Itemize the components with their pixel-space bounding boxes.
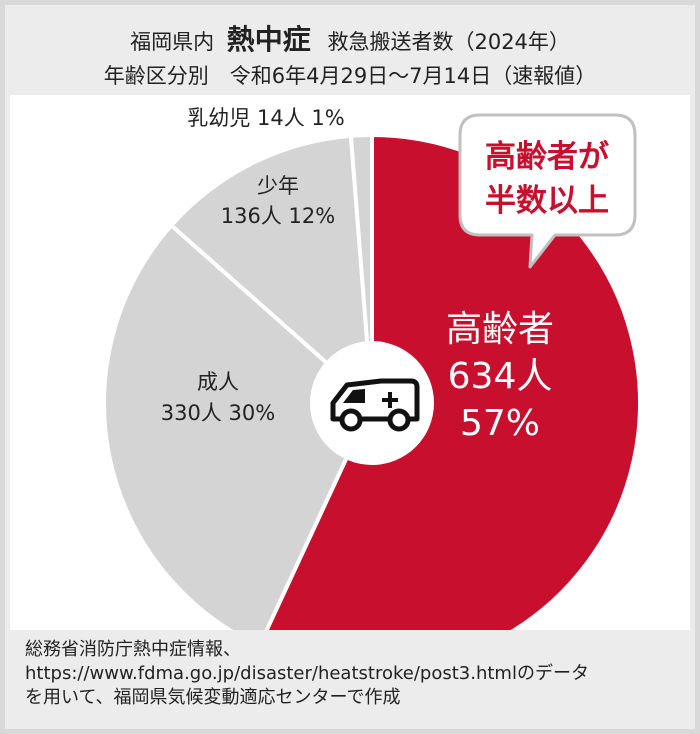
source-note: 総務省消防庁熱中症情報、 https://www.fdma.go.jp/disa… <box>25 638 685 710</box>
title-area: 福岡県内 熱中症 救急搬送者数（2024年） 年齢区分別 令和6年4月29日～7… <box>5 5 695 95</box>
infographic-card: 福岡県内 熱中症 救急搬送者数（2024年） 年齢区分別 令和6年4月29日～7… <box>5 5 695 729</box>
source-line2: https://www.fdma.go.jp/disaster/heatstro… <box>25 663 589 684</box>
chart-panel: 高齢者 634人 57% 成人 330人 30% 少年 136人 12% 乳幼児 14人 1%… <box>10 95 690 630</box>
slice-youth <box>169 133 374 405</box>
subtitle: 年齢区分別 令和6年4月29日～7月14日（速報値） <box>103 64 597 88</box>
title-suffix: 救急搬送者数（2024年） <box>327 30 570 54</box>
source-line1: 総務省消防庁熱中症情報、 <box>25 639 241 660</box>
label-elderly-count: 634人 <box>448 356 553 397</box>
callout-line2: 半数以上 <box>485 183 609 219</box>
center-hole <box>310 341 434 465</box>
label-infant: 乳幼児 14人 1% <box>187 106 344 130</box>
slice-adult <box>102 223 374 630</box>
title-line1: 福岡県内 熱中症 救急搬送者数（2024年） <box>5 25 695 57</box>
callout-bubble <box>458 113 637 269</box>
label-youth-name: 少年 <box>257 174 299 198</box>
label-elderly-name: 高齢者 <box>446 309 554 350</box>
label-elderly-pct: 57% <box>460 403 540 444</box>
label-adult-name: 成人 <box>197 370 239 394</box>
callout-line1: 高齢者が <box>485 139 609 175</box>
title-emphasis: 熱中症 <box>226 23 311 56</box>
label-adult-value: 330人 30% <box>161 401 275 425</box>
label-youth-value: 136人 12% <box>221 204 335 228</box>
ambulance-icon <box>330 378 420 432</box>
title-prefix: 福岡県内 <box>130 30 215 54</box>
source-line3: を用いて、福岡県気候変動適応センターで作成 <box>25 687 401 708</box>
slice-infant <box>348 133 374 405</box>
pie-chart: 高齢者 634人 57% 成人 330人 30% 少年 136人 12% 乳幼児 14人 1%… <box>102 106 642 630</box>
